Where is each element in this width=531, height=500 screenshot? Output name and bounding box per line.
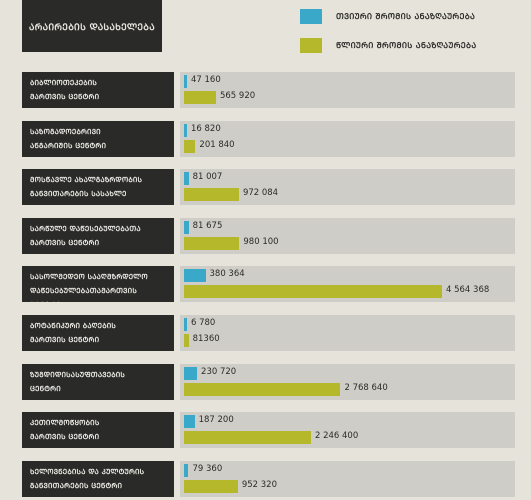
bar-monthly: [184, 124, 187, 137]
bar-annual: [184, 431, 311, 444]
category-label-line: ᲒᲐᲜᲕᲘᲗᲐᲠᲔᲑᲘᲡ ᲪᲔᲜᲢᲠᲘ: [30, 482, 123, 490]
value-label-annual: 2 768 640: [344, 383, 388, 393]
bar-annual: [184, 480, 238, 493]
bar-monthly: [184, 221, 189, 234]
category-label: ᲡᲐᲠᲬᲣᲚᲔ ᲓᲐᲬᲔᲡᲔᲑᲣᲚᲔᲑᲐᲗᲐ ᲛᲐᲠᲗᲕᲘᲡ ᲪᲔᲜᲢᲠᲘ: [22, 218, 174, 254]
value-label-monthly: 47 160: [191, 75, 221, 85]
bar-annual: [184, 334, 189, 347]
legend-item-monthly: ᲗᲕᲘᲣᲠᲘ ᲨᲠᲝᲛᲘᲡ ᲐᲜᲐᲖᲦᲐᲣᲠᲔᲑᲐ: [300, 9, 475, 24]
legend-label-annual: ᲬᲚᲘᲣᲠᲘ ᲨᲠᲝᲛᲘᲡ ᲐᲜᲐᲖᲦᲐᲣᲠᲔᲑᲐ: [336, 41, 477, 50]
value-label-monthly: 81 675: [192, 221, 223, 231]
bar-track: 6 780 81360: [180, 315, 515, 351]
value-label-annual: 565 920: [219, 91, 256, 101]
legend-swatch-annual: [300, 38, 322, 53]
category-label-line: ᲙᲔᲗᲘᲚᲛᲝᲬᲧᲝᲑᲘᲡ: [30, 419, 100, 427]
category-label-line: ᲡᲐᲖᲝᲒᲐᲓᲝᲔᲑᲠᲘᲕᲘ: [30, 128, 101, 136]
category-label: ᲖᲣᲒᲓᲘᲓᲘᲡᲐᲡᲣᲤᲗᲐᲕᲔᲑᲘᲡ ᲪᲔᲜᲢᲠᲘ: [22, 364, 174, 400]
value-label-annual: 952 320: [241, 480, 277, 490]
bar-monthly: [184, 318, 187, 331]
bar-track: 79 360 952 320: [180, 461, 515, 497]
category-label: ᲑᲝᲢᲐᲜᲘᲙᲣᲠᲘ ᲑᲐᲦᲔᲑᲘᲡ ᲛᲐᲠᲗᲕᲘᲡ ᲪᲔᲜᲢᲠᲘ: [22, 315, 174, 351]
bar-annual: [184, 140, 196, 153]
category-label: ᲑᲘᲑᲚᲘᲝᲗᲔᲙᲔᲑᲘᲡ ᲛᲐᲠᲗᲕᲘᲡ ᲪᲔᲜᲢᲠᲘ: [22, 72, 174, 108]
category-label-line: ᲛᲐᲠᲗᲕᲘᲡ ᲪᲔᲜᲢᲠᲘ: [30, 433, 100, 441]
bar-monthly: [184, 75, 187, 88]
bar-track: 230 720 2 768 640: [180, 364, 515, 400]
value-label-annual: 972 084: [242, 188, 279, 198]
bar-track: 380 364 4 564 368: [180, 266, 515, 302]
category-label: ᲮᲔᲚᲝᲕᲜᲔᲑᲘᲡᲐ ᲓᲐ ᲙᲣᲚᲢᲣᲠᲘᲡ ᲒᲐᲜᲕᲘᲗᲐᲠᲔᲑᲘᲡ ᲪᲔᲜᲢ…: [22, 461, 174, 497]
category-label-line: ᲛᲝᲡᲬᲐᲕᲚᲔ ᲐᲮᲐᲚᲒᲐᲖᲠᲓᲝᲑᲘᲡ: [30, 176, 143, 184]
category-label-line: ᲮᲔᲚᲝᲕᲜᲔᲑᲘᲡᲐ ᲓᲐ ᲙᲣᲚᲢᲣᲠᲘᲡ: [30, 468, 145, 476]
value-label-monthly: 187 200: [198, 415, 234, 425]
category-label: ᲡᲐᲡᲝᲚᲛᲔᲓᲔᲝ ᲡᲐᲐᲦᲛᲖᲠᲓᲔᲚᲝ ᲓᲐᲬᲔᲡᲔᲑᲣᲚᲔᲑᲐᲗᲐᲛᲐᲠᲗ…: [22, 266, 174, 302]
bar-annual: [184, 91, 216, 104]
value-label-annual: 81360: [192, 334, 220, 344]
bar-monthly: [184, 367, 198, 380]
category-label: ᲙᲔᲗᲘᲚᲛᲝᲬᲧᲝᲑᲘᲡ ᲛᲐᲠᲗᲕᲘᲡ ᲪᲔᲜᲢᲠᲘ: [22, 412, 174, 448]
value-label-monthly: 380 364: [209, 269, 245, 279]
category-label: ᲛᲝᲡᲬᲐᲕᲚᲔ ᲐᲮᲐᲚᲒᲐᲖᲠᲓᲝᲑᲘᲡ ᲒᲐᲜᲕᲘᲗᲐᲠᲔᲑᲘᲡ ᲡᲐᲡᲐᲮ…: [22, 169, 174, 205]
value-label-annual: 4 564 368: [446, 285, 490, 295]
category-label-line: ᲖᲣᲒᲓᲘᲓᲘᲡᲐᲡᲣᲤᲗᲐᲕᲔᲑᲘᲡ: [30, 371, 126, 379]
bar-track: 187 200 2 246 400: [180, 412, 515, 448]
value-label-annual: 980 100: [243, 237, 279, 247]
value-label-monthly: 230 720: [201, 367, 237, 377]
bar-annual: [184, 285, 442, 298]
value-label-annual: 201 840: [199, 140, 235, 150]
category-label-line: ᲓᲐᲬᲔᲡᲔᲑᲣᲚᲔᲑᲐᲗᲐᲛᲐᲠᲗᲕᲘᲡ ᲪᲔᲜᲢᲠᲘ: [30, 287, 137, 302]
bar-annual: [184, 188, 239, 201]
bar-annual: [184, 237, 240, 250]
category-label-line: ᲒᲐᲜᲕᲘᲗᲐᲠᲔᲑᲘᲡ ᲡᲐᲡᲐᲮᲚᲔ: [30, 190, 127, 198]
category-label-line: ᲡᲐᲡᲝᲚᲛᲔᲓᲔᲝ ᲡᲐᲐᲦᲛᲖᲠᲓᲔᲚᲝ: [30, 273, 148, 281]
bar-track: 16 820 201 840: [180, 121, 515, 157]
bar-monthly: [184, 464, 189, 477]
bar-track: 81 007 972 084: [180, 169, 515, 205]
legend-swatch-monthly: [300, 9, 322, 24]
value-label-monthly: 6 780: [191, 318, 216, 328]
category-label-line: ᲛᲐᲠᲗᲕᲘᲡ ᲪᲔᲜᲢᲠᲘ: [30, 93, 100, 101]
legend-item-annual: ᲬᲚᲘᲣᲠᲘ ᲨᲠᲝᲛᲘᲡ ᲐᲜᲐᲖᲦᲐᲣᲠᲔᲑᲐ: [300, 38, 477, 53]
category-label-line: ᲑᲘᲑᲚᲘᲝᲗᲔᲙᲔᲑᲘᲡ: [30, 79, 98, 87]
category-label-line: ᲪᲔᲜᲢᲠᲘ: [30, 385, 61, 393]
legend-label-monthly: ᲗᲕᲘᲣᲠᲘ ᲨᲠᲝᲛᲘᲡ ᲐᲜᲐᲖᲦᲐᲣᲠᲔᲑᲐ: [336, 12, 476, 21]
category-label-line: ᲐᲜᲒᲐᲠᲘᲨᲘᲡ ᲪᲔᲜᲢᲠᲘ: [30, 142, 107, 150]
value-label-annual: 2 246 400: [314, 431, 359, 441]
bar-track: 47 160 565 920: [180, 72, 515, 108]
value-label-monthly: 81 007: [192, 172, 223, 182]
bar-monthly: [184, 415, 195, 428]
bar-annual: [184, 383, 341, 396]
category-label-line: ᲑᲝᲢᲐᲜᲘᲙᲣᲠᲘ ᲑᲐᲦᲔᲑᲘᲡ: [30, 322, 117, 330]
chart-title: ᲐᲠᲐᲘᲠᲔᲑᲘᲡ ᲓᲐᲡᲐᲮᲔᲚᲔᲑᲐ: [22, 0, 162, 52]
category-label-line: ᲛᲐᲠᲗᲕᲘᲡ ᲪᲔᲜᲢᲠᲘ: [30, 336, 100, 344]
category-label: ᲡᲐᲖᲝᲒᲐᲓᲝᲔᲑᲠᲘᲕᲘ ᲐᲜᲒᲐᲠᲘᲨᲘᲡ ᲪᲔᲜᲢᲠᲘ: [22, 121, 174, 157]
bar-track: 81 675 980 100: [180, 218, 515, 254]
bar-monthly: [184, 269, 206, 282]
bar-monthly: [184, 172, 189, 185]
value-label-monthly: 79 360: [192, 464, 223, 474]
category-label-line: ᲛᲐᲠᲗᲕᲘᲡ ᲪᲔᲜᲢᲠᲘ: [30, 239, 100, 247]
category-label-line: ᲡᲐᲠᲬᲣᲚᲔ ᲓᲐᲬᲔᲡᲔᲑᲣᲚᲔᲑᲐᲗᲐ: [30, 225, 141, 233]
value-label-monthly: 16 820: [191, 124, 221, 134]
